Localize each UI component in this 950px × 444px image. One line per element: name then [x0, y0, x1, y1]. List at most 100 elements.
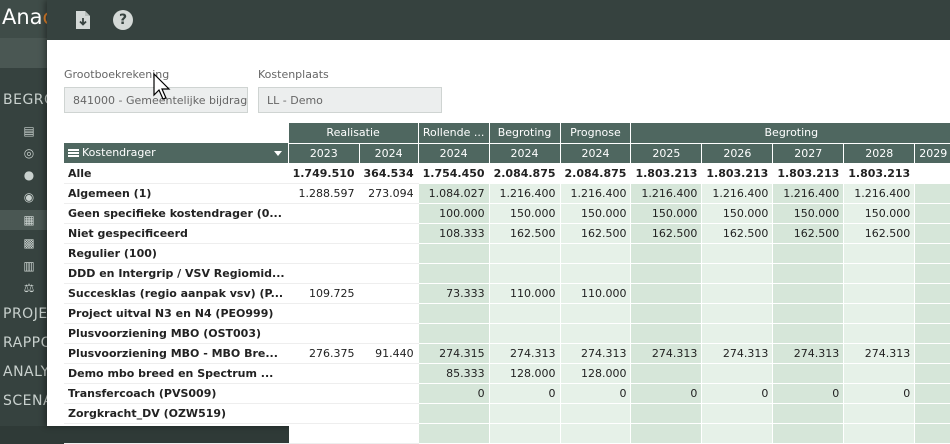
value-cell [843, 283, 916, 304]
value-cell [359, 403, 419, 424]
value-cell [701, 403, 774, 424]
kostenplaats-field[interactable]: LL - Demo [258, 87, 442, 113]
header-begroting: Begroting [489, 123, 561, 144]
table-row[interactable]: Succesklas (regio aanpak vsv) (P... 109.7… [64, 283, 950, 304]
document-icon[interactable]: ▤ [23, 124, 35, 138]
table-row[interactable]: Regulier (100) [64, 243, 950, 264]
clipboard-icon[interactable]: ▥ [23, 259, 35, 273]
value-cell: 1.216.400 [489, 183, 561, 204]
table-row[interactable]: Geen specifieke kostendrager (0... 100.00… [64, 203, 950, 224]
value-cell [288, 263, 360, 284]
coins-icon[interactable]: ◎ [23, 146, 35, 160]
hand-money-icon[interactable]: ◉ [23, 190, 35, 204]
table-row[interactable]: Demo mbo breed en Spectrum ... 85.333 128.… [64, 363, 950, 384]
value-cell: 91.440 [359, 343, 419, 364]
kostendrager-cell: Geen specifieke kostendrager (0... [64, 203, 289, 224]
sidebar-section-scenario[interactable]: SCENA [3, 393, 54, 409]
value-cell [359, 323, 419, 344]
kostendrager-cell: Alle [64, 163, 289, 184]
value-cell [630, 283, 703, 304]
year-header: 2024 [560, 143, 632, 164]
header-begroting-future: Begroting [630, 123, 950, 144]
table-row[interactable]: Zorgkracht_DV (OZW519) [64, 403, 950, 424]
value-cell: 1.749.510 [288, 163, 360, 184]
value-cell [772, 243, 845, 264]
value-cell [914, 203, 950, 224]
value-cell: 274.313 [630, 343, 703, 364]
help-button[interactable]: ? [113, 10, 133, 30]
chevron-down-icon[interactable] [274, 151, 283, 156]
value-cell [843, 263, 916, 284]
value-cell: 1.216.400 [843, 183, 916, 204]
table-row[interactable]: Plusvoorziening MBO - MBO Bre... 276.375 9… [64, 343, 950, 364]
value-cell [359, 203, 419, 224]
sidebar-section-begroting[interactable]: BEGRO [3, 92, 56, 108]
value-cell [914, 283, 950, 304]
value-cell [772, 303, 845, 324]
value-cell [489, 423, 561, 444]
table-row[interactable]: Algemeen (1) 1.288.597 273.094 1.084.027 1.2… [64, 183, 950, 204]
sidebar-section-rapportages[interactable]: RAPPO [3, 335, 53, 351]
value-cell: 274.313 [843, 343, 916, 364]
value-cell [843, 423, 916, 444]
table-row[interactable]: Niet gespecificeerd 108.333 162.500 162.500… [64, 223, 950, 244]
header-rollende: Rollende ... [418, 123, 490, 144]
kostenplaats-label: Kostenplaats [258, 68, 329, 81]
year-header: 2028 [843, 143, 916, 164]
value-cell [418, 423, 490, 444]
value-cell: 0 [418, 383, 490, 404]
sidebar-section-analyse[interactable]: ANALY [3, 364, 50, 380]
value-cell [418, 263, 490, 284]
value-cell: 1.754.450 [418, 163, 490, 184]
kostendrager-cell: DDD en Intergrip / VSV Regiomid... [64, 263, 289, 284]
table-row[interactable]: Project uitval N3 en N4 (PEO999) [64, 303, 950, 324]
value-cell [489, 403, 561, 424]
kostendrager-cell: Regulier (100) [64, 243, 289, 264]
kostendrager-cell: Algemeen (1) [64, 183, 289, 204]
value-cell: 1.803.213 [701, 163, 774, 184]
year-header: 2024 [418, 143, 490, 164]
table-row[interactable] [64, 423, 950, 444]
sidebar-active-item[interactable] [0, 210, 48, 230]
value-cell: 1.216.400 [560, 183, 632, 204]
value-cell [359, 303, 419, 324]
value-cell [843, 363, 916, 384]
value-cell: 150.000 [489, 203, 561, 224]
value-cell [359, 423, 419, 444]
sidebar-section-projecten[interactable]: PROJE [3, 306, 48, 322]
value-cell [288, 243, 360, 264]
kostendrager-cell: Niet gespecificeerd [64, 223, 289, 244]
file-icon[interactable]: ▦ [23, 213, 35, 227]
value-cell [914, 183, 950, 204]
year-header: 2023 [288, 143, 360, 164]
value-cell: 1.288.597 [288, 183, 360, 204]
value-cell [630, 363, 703, 384]
kostendrager-column-header[interactable]: Kostendrager [64, 143, 290, 164]
value-cell: 1.216.400 [630, 183, 703, 204]
table-row[interactable]: Alle 1.749.510 364.534 1.754.450 2.084.875 2.… [64, 163, 950, 184]
value-cell: 162.500 [701, 223, 774, 244]
scale-icon[interactable]: ⚖ [23, 281, 35, 295]
value-cell: 2.084.875 [489, 163, 561, 184]
value-cell [288, 323, 360, 344]
grid-icon[interactable]: ▩ [23, 236, 35, 250]
grootboek-field[interactable]: 841000 - Gemeentelijke bijdrage [64, 87, 248, 113]
year-header: 2024 [359, 143, 419, 164]
table-row[interactable]: Plusvoorziening MBO (OST003) [64, 323, 950, 344]
value-cell [914, 323, 950, 344]
download-button[interactable] [73, 10, 93, 30]
value-cell: 85.333 [418, 363, 490, 384]
value-cell [630, 323, 703, 344]
value-cell: 150.000 [560, 203, 632, 224]
grootboek-label: Grootboekrekening [64, 68, 170, 81]
table-row[interactable]: DDD en Intergrip / VSV Regiomid... [64, 263, 950, 284]
value-cell: 150.000 [630, 203, 703, 224]
value-cell: 100.000 [418, 203, 490, 224]
table-row[interactable]: Transfercoach (PVS009) 0 0 0 0 0 0 0 [64, 383, 950, 404]
value-cell: 274.313 [560, 343, 632, 364]
table-body: Alle 1.749.510 364.534 1.754.450 2.084.875 2.… [64, 163, 950, 444]
value-cell: 162.500 [560, 223, 632, 244]
detail-dialog: ? Grootboekrekening 841000 - Gemeentelij… [47, 0, 950, 444]
value-cell [772, 363, 845, 384]
users-icon[interactable]: ● [23, 168, 35, 182]
